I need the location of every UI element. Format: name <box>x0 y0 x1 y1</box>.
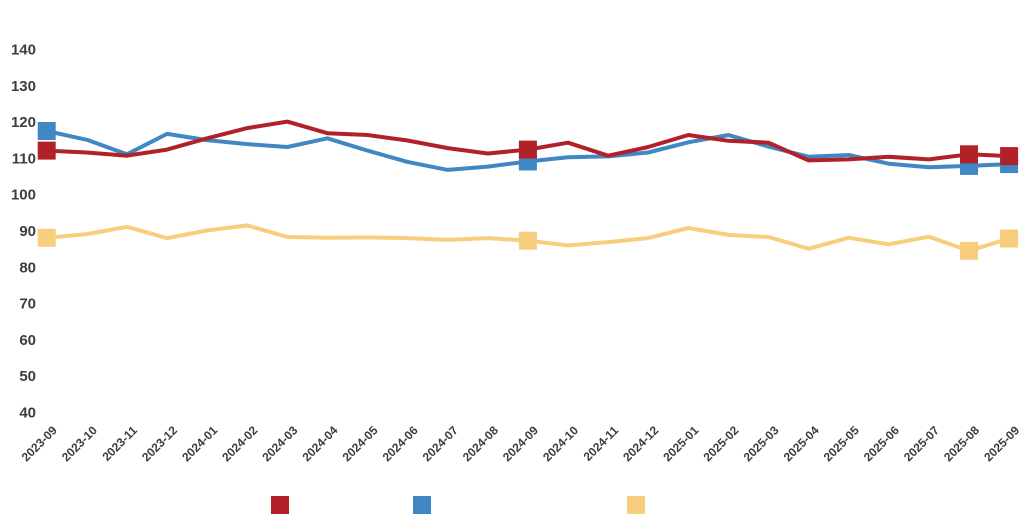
x-axis-tick-label: 2025-04 <box>781 423 822 464</box>
x-axis-tick-label: 2023-09 <box>19 423 60 464</box>
x-axis-tick-label: 2024-08 <box>460 423 501 464</box>
series-yellow-marker <box>1000 229 1019 248</box>
x-axis-tick-label: 2024-04 <box>299 423 340 464</box>
chart-legend <box>0 496 1024 514</box>
y-axis-tick-label: 60 <box>19 332 36 349</box>
series-red-marker <box>518 140 537 159</box>
series-yellow-marker <box>37 228 56 247</box>
x-axis-tick-label: 2024-05 <box>340 423 381 464</box>
x-axis-tick-label: 2025-03 <box>741 423 782 464</box>
x-axis-tick-label: 2024-12 <box>620 423 661 464</box>
series-red-marker <box>1000 147 1019 166</box>
y-axis-tick-label: 140 <box>11 42 36 59</box>
x-axis-tick-label: 2024-11 <box>581 423 622 464</box>
x-axis-tick-label: 2024-03 <box>259 423 300 464</box>
y-axis-tick-label: 130 <box>11 78 36 95</box>
x-axis-tick-label: 2024-01 <box>179 423 220 464</box>
x-axis-tick-label: 2024-06 <box>380 423 421 464</box>
x-axis-tick-label: 2025-07 <box>901 423 942 464</box>
x-axis-tick-label: 2025-02 <box>700 423 741 464</box>
x-axis-tick-label: 2024-02 <box>219 423 260 464</box>
legend-swatch-blue[interactable] <box>413 496 431 514</box>
series-yellow-marker <box>518 231 537 250</box>
y-axis-tick-label: 40 <box>19 405 36 422</box>
x-axis-tick-label: 2025-01 <box>660 423 701 464</box>
y-axis-tick-label: 120 <box>11 114 36 131</box>
x-axis-tick-label: 2025-06 <box>861 423 902 464</box>
x-axis-tick-label: 2025-09 <box>981 423 1022 464</box>
x-axis-tick-label: 2024-09 <box>500 423 541 464</box>
y-axis-tick-label: 110 <box>12 150 36 167</box>
series-yellow-marker <box>960 241 978 260</box>
x-axis-tick-label: 2024-07 <box>420 423 461 464</box>
x-axis-tick-label: 2024-10 <box>540 423 581 464</box>
series-blue-marker <box>37 122 56 140</box>
legend-swatch-yellow[interactable] <box>627 496 645 514</box>
y-axis-tick-label: 50 <box>19 368 36 385</box>
series-red-marker <box>37 141 56 160</box>
y-axis-tick-label: 90 <box>19 223 36 240</box>
y-axis-tick-label: 70 <box>19 296 36 313</box>
x-axis-tick-label: 2025-08 <box>941 423 982 464</box>
x-axis-tick-label: 2025-05 <box>821 423 862 464</box>
y-axis-tick-label: 100 <box>11 187 36 204</box>
legend-swatch-red[interactable] <box>271 496 289 514</box>
x-axis-tick-label: 2023-11 <box>99 423 140 464</box>
series-red-marker <box>960 145 978 164</box>
x-axis-tick-label: 2023-12 <box>139 423 180 464</box>
y-axis-tick-label: 80 <box>19 259 36 276</box>
x-axis-tick-label: 2023-10 <box>59 423 100 464</box>
